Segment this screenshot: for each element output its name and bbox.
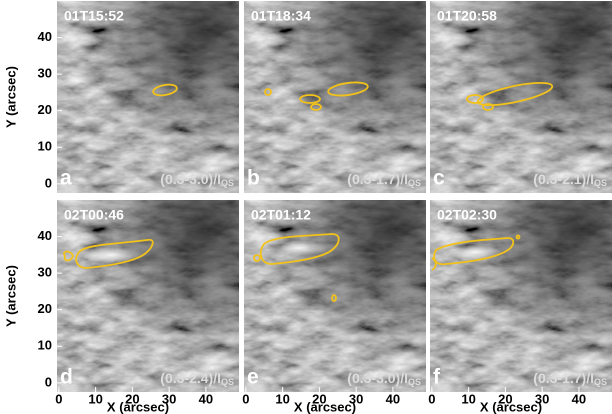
contour <box>310 103 322 111</box>
panel-title: 02T02:30 <box>437 207 497 223</box>
y-tick-label: 20 <box>38 102 52 117</box>
x-axis-label: X (arcsec) <box>294 399 356 414</box>
bright <box>447 245 503 259</box>
annotation-text: (0.3-2.4)/I <box>160 370 221 386</box>
annotation-sub: QS <box>594 178 607 188</box>
x-tick-label: 10 <box>275 391 289 406</box>
x-tick-label: 30 <box>349 391 363 406</box>
x-tick-label: 30 <box>162 391 176 406</box>
y-axis-label: Y (arcsec) <box>3 66 18 128</box>
annotation-sub: QS <box>221 178 234 188</box>
x-tick-label: 30 <box>535 391 549 406</box>
annotation: (0.3-1.7)/IQS <box>533 370 607 388</box>
contour <box>515 234 521 240</box>
panel-letter: b <box>247 167 260 190</box>
annotation: (0.3-3.0)/IQS <box>347 370 421 388</box>
panel-title: 01T15:52 <box>64 8 124 24</box>
x-tick-label: 20 <box>498 391 512 406</box>
y-tick-label: 40 <box>38 29 52 44</box>
shade <box>430 200 612 392</box>
contour <box>253 254 261 262</box>
bright <box>269 240 329 256</box>
panel-title: 01T20:58 <box>437 8 497 24</box>
contour <box>264 88 272 96</box>
annotation-sub: QS <box>408 178 421 188</box>
annotation-sub: QS <box>221 377 234 387</box>
shade <box>430 1 612 193</box>
contour <box>482 103 494 111</box>
y-tick-label: 10 <box>38 338 52 353</box>
x-tick-label: 40 <box>386 391 400 406</box>
annotation: (0.3-2.1)/IQS <box>533 171 607 189</box>
contour <box>466 94 484 104</box>
panel-letter: c <box>433 167 445 190</box>
annotation-text: (0.3-3.0)/I <box>160 171 221 187</box>
y-tick-label: 10 <box>38 139 52 154</box>
shade <box>244 1 426 193</box>
x-tick-label: 10 <box>88 391 102 406</box>
contour <box>63 238 154 269</box>
annotation-text: (0.3-1.7)/I <box>347 171 408 187</box>
y-tick-label: 30 <box>38 265 52 280</box>
annotation: (0.3-2.4)/IQS <box>160 370 234 388</box>
panel-title: 01T18:34 <box>251 8 311 24</box>
contour <box>431 237 515 271</box>
panel-letter: f <box>433 366 441 389</box>
x-tick-label: 0 <box>242 391 249 406</box>
x-tick-label: 10 <box>461 391 475 406</box>
y-tick-label: 20 <box>38 301 52 316</box>
annotation: (0.3-3.0)/IQS <box>160 171 234 189</box>
annotation-text: (0.3-3.0)/I <box>347 370 408 386</box>
annotation-sub: QS <box>594 377 607 387</box>
contour <box>331 294 337 302</box>
annotation-sub: QS <box>408 377 421 387</box>
annotation: (0.3-1.7)/IQS <box>347 171 421 189</box>
panel: 02T01:12 e (0.3-3.0)/IQS <box>244 200 426 392</box>
panel-letter: e <box>247 366 259 389</box>
bright <box>63 73 91 89</box>
panel: 02T02:30 f (0.3-1.7)/IQS <box>430 200 612 392</box>
x-tick-label: 20 <box>125 391 139 406</box>
panel-title: 02T00:46 <box>64 207 124 223</box>
x-tick-label: 0 <box>55 391 62 406</box>
panel-letter: d <box>60 366 73 389</box>
shade <box>57 1 239 193</box>
shade <box>57 200 239 392</box>
x-axis-label: X (arcsec) <box>107 399 169 414</box>
x-tick-label: 0 <box>428 391 435 406</box>
y-tick-label: 0 <box>45 175 52 190</box>
x-tick-label: 40 <box>572 391 586 406</box>
annotation-text: (0.3-2.1)/I <box>533 171 594 187</box>
panel: 01T18:34 b (0.3-1.7)/IQS <box>244 1 426 193</box>
y-axis-label: Y (arcsec) <box>3 265 18 327</box>
x-axis-label: X (arcsec) <box>480 399 542 414</box>
contour <box>299 94 321 104</box>
contour <box>152 83 178 97</box>
x-tick-label: 20 <box>312 391 326 406</box>
y-tick-label: 40 <box>38 228 52 243</box>
contour <box>327 81 369 97</box>
contour <box>259 233 340 265</box>
panel: 01T15:52 a (0.3-3.0)/IQS <box>57 1 239 193</box>
y-tick-label: 0 <box>45 374 52 389</box>
annotation-text: (0.3-1.7)/I <box>533 370 594 386</box>
bright <box>82 247 142 263</box>
panel-title: 02T01:12 <box>251 207 311 223</box>
y-tick-label: 30 <box>38 66 52 81</box>
panel: 02T00:46 d (0.3-2.4)/IQS <box>57 200 239 392</box>
panel-letter: a <box>60 167 72 190</box>
x-tick-label: 40 <box>199 391 213 406</box>
panel: 01T20:58 c (0.3-2.1)/IQS <box>430 1 612 193</box>
